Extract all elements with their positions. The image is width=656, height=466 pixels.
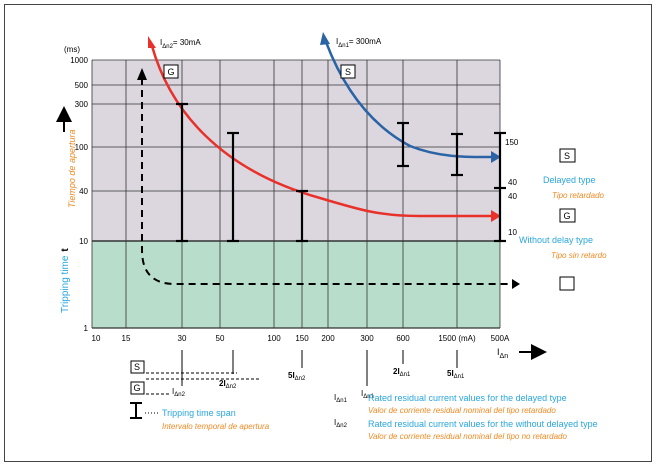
curve-s-label: IΔn1= 300mA xyxy=(336,37,382,49)
span-bars xyxy=(176,102,506,243)
x-tick-10: 10 xyxy=(92,334,101,343)
y-tick-40: 40 xyxy=(79,187,88,196)
red-arrow-right xyxy=(491,210,501,222)
x-tick-labels: 10 15 30 50 100 150 200 300 600 1500 (mA… xyxy=(92,334,510,343)
y-axis-label-en: Tripping timet xyxy=(60,248,71,313)
legend-span-en: Tripping time span xyxy=(162,408,236,418)
y-unit-label: (ms) xyxy=(64,45,80,54)
y-tick-labels: 1000 500 300 100 40 10 1 xyxy=(70,56,88,333)
legend-dn2-en: Rated residual current values for the wi… xyxy=(368,419,598,429)
x-tick-15: 15 xyxy=(122,334,131,343)
marker-idn1: IΔn1 xyxy=(361,389,375,400)
marker-5idn1: 5IΔn1 xyxy=(447,369,465,380)
x-tick-1500: 1500 (mA) xyxy=(438,334,476,343)
box-s-bottom xyxy=(130,360,145,374)
instant-zone xyxy=(92,241,500,328)
legend-span-es: Intervalo temporal de apertura xyxy=(162,422,270,431)
y-tick-1000: 1000 xyxy=(70,56,88,65)
blue-curve-s xyxy=(324,41,492,159)
empty-box-legend xyxy=(559,276,575,291)
x-tick-30: 30 xyxy=(178,334,187,343)
x-tick-600: 600 xyxy=(396,334,410,343)
box-g-bottom xyxy=(130,381,145,395)
legend-idn2-symbol: IΔn2 xyxy=(334,418,348,429)
delayed-type-en: Delayed type xyxy=(543,175,596,185)
x-tick-50: 50 xyxy=(216,334,225,343)
x-tick-150: 150 xyxy=(295,334,309,343)
box-s-chart-text: S xyxy=(345,67,351,77)
curve-g-label: IΔn2= 30mA xyxy=(160,38,201,50)
right-scale-40a: 40 xyxy=(508,178,517,187)
right-scale-10: 10 xyxy=(508,228,517,237)
y-axis-label-es: Tiempo de apertura xyxy=(67,130,77,208)
delayed-zone xyxy=(92,60,500,241)
marker-5idn2: 5IΔn2 xyxy=(288,371,306,382)
marker-2idn2: 2IΔn2 xyxy=(219,379,237,390)
box-s-chart xyxy=(340,64,356,79)
dashed-right-arrow xyxy=(512,279,520,289)
box-g-legend-text: G xyxy=(563,211,570,221)
right-scale-40b: 40 xyxy=(508,192,517,201)
legend-idn1-symbol: IΔn1 xyxy=(334,393,348,404)
box-g-legend xyxy=(559,208,576,223)
y-tick-500: 500 xyxy=(75,81,89,90)
span-symbol xyxy=(130,402,142,419)
x-axis-label: IΔn xyxy=(497,347,508,360)
legend-dn1-es: Valor de corriente residual nominal del … xyxy=(368,406,556,415)
nodelay-type-en: Without delay type xyxy=(519,235,593,245)
right-scale: 150 40 40 10 xyxy=(505,138,519,237)
dashed-up-arrow xyxy=(137,68,147,80)
y-tick-300: 300 xyxy=(75,100,89,109)
box-s-legend-text: S xyxy=(564,151,570,161)
blue-curve-head xyxy=(320,32,330,45)
x-tick-300: 300 xyxy=(360,334,374,343)
box-g-chart-text: G xyxy=(167,67,174,77)
y-tick-1: 1 xyxy=(84,324,89,333)
x-tick-500a: 500A xyxy=(491,334,510,343)
marker-idn2: IΔn2 xyxy=(172,387,186,398)
box-g-bottom-text: G xyxy=(133,383,140,393)
current-markers xyxy=(181,350,458,386)
dashed-instant-curve xyxy=(141,78,512,285)
legend-dn2-es: Valor de corriente residual nominal del … xyxy=(368,432,567,441)
box-g-chart xyxy=(163,64,179,79)
legend-dn1-en: Rated residual current values for the de… xyxy=(368,393,567,403)
outer-frame xyxy=(4,4,652,462)
x-tick-200: 200 xyxy=(321,334,335,343)
blue-arrow-right xyxy=(491,151,501,163)
marker-2idn1: 2IΔn1 xyxy=(393,367,411,378)
right-scale-150: 150 xyxy=(505,138,519,147)
red-curve-head xyxy=(148,36,156,48)
x-tick-100: 100 xyxy=(267,334,281,343)
box-s-legend xyxy=(559,148,576,163)
y-tick-10: 10 xyxy=(79,237,88,246)
delayed-type-es: Tipo retardado xyxy=(552,191,605,200)
box-s-bottom-text: S xyxy=(134,362,140,372)
nodelay-type-es: Tipo sin retardo xyxy=(551,251,607,260)
y-tick-100: 100 xyxy=(75,143,89,152)
